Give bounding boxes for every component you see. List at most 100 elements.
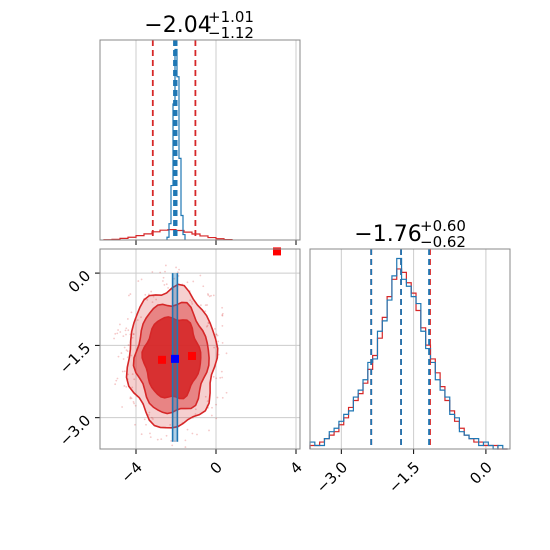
hist0-series-0 [103, 229, 233, 241]
contour-scatter-point [145, 423, 147, 426]
contour-scatter-point [215, 377, 218, 380]
contour-scatter-point [151, 271, 154, 273]
contour-scatter-point [194, 408, 197, 411]
contour-scatter-point [210, 294, 212, 297]
contour-scatter-point [161, 280, 164, 282]
contour-scatter-point [208, 295, 211, 298]
contour-scatter-point [132, 333, 135, 336]
contour-scatter-point [208, 429, 210, 432]
contour-scatter-point [184, 439, 187, 442]
contour-scatter-point [144, 293, 147, 296]
contour-scatter-point [206, 400, 209, 403]
contour-scatter-point [123, 385, 126, 387]
contour-scatter-point [189, 299, 192, 302]
hist-param0-minus: −1.12 [208, 24, 254, 42]
contour-grid [100, 249, 300, 449]
contour-scatter-point [221, 376, 224, 379]
contour-scatter-point [205, 325, 208, 328]
hist-param0-marks [103, 40, 233, 241]
contour-scatter-point [160, 438, 163, 441]
contour-scatter-point [220, 370, 223, 373]
contour-scatter-point [174, 440, 176, 443]
contour-scatter-point [217, 340, 220, 343]
contour-scatter-point [113, 337, 115, 340]
contour-xticklabel-2: 4 [286, 458, 305, 477]
hist-param1-xticks: −3.0 −1.5 0.0 [313, 449, 496, 497]
contour-scatter-point [175, 266, 177, 269]
hist-param1-plus: +0.60 [420, 217, 466, 235]
hist1-ticklabel-0: −3.0 [313, 458, 351, 496]
contour-scatter-point [151, 301, 154, 304]
contour-scatter-point [146, 298, 149, 301]
contour-scatter-point [120, 352, 123, 354]
contour-scatter-point [152, 295, 155, 298]
contour-scatter-point [221, 324, 224, 327]
contour-scatter-point [178, 268, 180, 271]
contour-scatter-point [140, 433, 143, 436]
contour-scatter-point [184, 446, 187, 448]
hist-param1-grid [340, 249, 487, 449]
contour-scatter-point [140, 316, 142, 319]
hist-param1-minus: −0.62 [420, 233, 466, 251]
hist-param0-grid [135, 40, 297, 240]
contour-scatter-point [196, 433, 198, 436]
hist-param0-panel: −2.04 +1.01 −1.12 [99, 8, 301, 245]
contour-scatter-point [134, 423, 136, 426]
contour-scatter-point [131, 386, 134, 389]
contour-scatter-point [125, 333, 127, 336]
contour-scatter-point [206, 304, 209, 306]
contour-scatter-point [115, 379, 118, 382]
contour-scatter-point [190, 301, 193, 303]
contour-scatter-point [126, 350, 129, 353]
contour-scatter-point [207, 294, 210, 297]
contour-scatter-point [221, 314, 224, 317]
contour-scatter-point [131, 336, 134, 339]
contour-scatter-point [167, 286, 169, 289]
contour-scatter-point [155, 298, 158, 301]
contour-xticks: −4 0 4 [118, 449, 306, 487]
hist-param1-panel: −1.76 +0.60 −0.62 −3.0 −1.5 0.0 [309, 217, 511, 497]
contour-scatter-point [140, 278, 143, 281]
contour-scatter-point [130, 354, 133, 357]
contour-scatter-point [215, 333, 218, 336]
contour-scatter-point [117, 329, 119, 331]
contour-scatter-point [127, 373, 129, 376]
contour-scatter-point [215, 333, 218, 336]
contour-xticklabel-1: 0 [206, 458, 225, 477]
contour-scatter-point [206, 324, 209, 327]
contour-scatter-point [149, 432, 151, 435]
hist1-ticklabel-1: −1.5 [385, 458, 423, 496]
hist-param0-plus: +1.01 [208, 8, 254, 26]
contour-scatter-point [116, 332, 119, 335]
contour-scatter-point [164, 270, 166, 273]
contour-scatter-point [156, 438, 159, 441]
hist1-series-1 [309, 257, 508, 450]
contour-scatter-point [118, 323, 121, 326]
contour-scatter-point [125, 327, 128, 330]
contour-scatter-point [212, 294, 215, 297]
hist-param0-median: −2.04 [144, 13, 211, 38]
contour-frame [99, 248, 301, 450]
contour-scatter-point [199, 274, 202, 277]
contour-scatter-point [125, 349, 128, 352]
contour-scatter-point [221, 396, 224, 399]
contour-scatter-point [134, 404, 137, 407]
contour-scatter-point [204, 304, 207, 307]
contour-scatter-point [221, 312, 224, 315]
contour-scatter-point [214, 327, 216, 330]
contour-marker-2 [188, 351, 196, 360]
hist1-ticklabel-2: 0.0 [466, 458, 496, 488]
contour-scatter-point [129, 396, 132, 399]
contour-scatter-point [124, 329, 127, 332]
contour-panel: −4 0 4 0.0 −1.5 −3.0 [56, 247, 306, 487]
contour-scatter-point [114, 383, 117, 386]
contour-scatter-point [212, 375, 215, 378]
contour-scatter-point [127, 329, 130, 332]
contour-scatter-point [132, 400, 135, 403]
contour-scatter-point [221, 341, 224, 344]
contour-scatter-point [125, 385, 128, 388]
hist0-series-1 [166, 48, 186, 240]
contour-scatter-point [191, 432, 194, 435]
contour-marker-1 [158, 355, 166, 364]
